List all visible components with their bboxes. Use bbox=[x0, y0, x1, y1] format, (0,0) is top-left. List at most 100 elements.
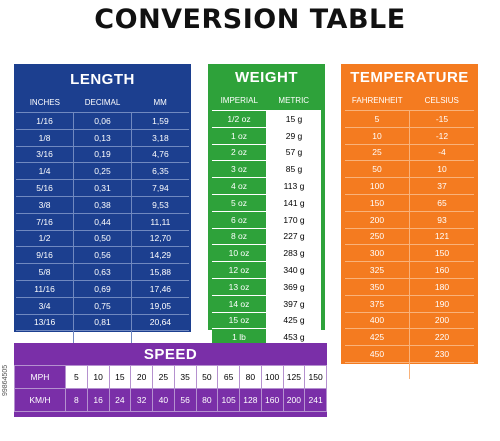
temperature-row: 100 37 bbox=[345, 177, 474, 195]
speed-table: MPH 5 10 15 20 25 35 50 65 80 100 125 150 KM/H 8 16 2… bbox=[14, 365, 327, 412]
length-cell: 1/8 bbox=[16, 128, 74, 147]
speed-mph-cell: 65 bbox=[217, 365, 240, 389]
weight-cell: 12 oz bbox=[212, 261, 267, 279]
length-row: 1/16 0,06 1,59 bbox=[16, 112, 189, 130]
weight-cell: 13 oz bbox=[212, 277, 267, 296]
temperature-row: 425 220 bbox=[345, 328, 474, 346]
length-cell: 0,19 bbox=[73, 145, 132, 163]
weight-cell: 340 g bbox=[266, 261, 321, 279]
speed-mph-cell: 20 bbox=[130, 365, 153, 389]
temperature-cell: 300 bbox=[345, 244, 410, 262]
weight-row: 12 oz 340 g bbox=[212, 261, 321, 279]
length-row: 3/4 0,75 19,05 bbox=[16, 296, 189, 315]
length-cell: 13/16 bbox=[16, 313, 74, 331]
length-cell: 15,88 bbox=[130, 263, 189, 281]
length-cell: 19,05 bbox=[130, 296, 189, 315]
speed-kmh-cell: 200 bbox=[282, 388, 306, 412]
weight-row: 4 oz 113 g bbox=[212, 177, 321, 195]
length-cell: 1/16 bbox=[16, 112, 74, 130]
temperature-cell: 425 bbox=[345, 328, 410, 346]
length-row: 5/16 0,31 7,94 bbox=[16, 179, 189, 197]
temperature-cell: 93 bbox=[409, 210, 474, 229]
length-cell: 14,29 bbox=[130, 246, 189, 264]
length-header-mm: MM bbox=[153, 97, 167, 107]
temperature-panel: TEMPERATURE FAHRENHEIT CELSIUS 5 -15 10 -12… bbox=[341, 64, 478, 409]
length-panel: LENGTH INCHES DECIMAL MM 1/16 0,06 1,59 1/8… bbox=[14, 64, 191, 381]
length-cell: 0,06 bbox=[73, 112, 132, 130]
weight-row: 2 oz 57 g bbox=[212, 143, 321, 161]
temperature-row: 300 150 bbox=[345, 244, 474, 262]
length-cell: 4,76 bbox=[130, 145, 189, 163]
length-table-body: 1/16 0,06 1,59 1/8 0,13 3,18 3/16 0,19 4,76 1/4 0,… bbox=[16, 112, 189, 381]
weight-cell: 1 oz bbox=[212, 126, 267, 145]
temperature-cell: 200 bbox=[345, 210, 410, 229]
weight-cell: 227 g bbox=[266, 227, 321, 245]
speed-kmh-cell: 80 bbox=[195, 388, 219, 412]
length-cell: 20,64 bbox=[130, 313, 189, 331]
speed-panel: SPEED MPH 5 10 15 20 25 35 50 65 80 100 125 150 KM/… bbox=[14, 343, 327, 417]
temperature-row: 25 -4 bbox=[345, 143, 474, 161]
speed-mph-cell: 100 bbox=[260, 365, 284, 389]
weight-cell: 3 oz bbox=[212, 160, 267, 178]
length-row: 13/16 0,81 20,64 bbox=[16, 313, 189, 331]
temperature-cell: 25 bbox=[345, 143, 410, 161]
temperature-cell: 37 bbox=[409, 177, 474, 195]
length-cell: 0,81 bbox=[73, 313, 132, 331]
speed-mph-cell: 80 bbox=[239, 365, 262, 389]
length-cell: 3/4 bbox=[16, 296, 74, 315]
temperature-cell: 10 bbox=[409, 160, 474, 178]
temperature-cell: 230 bbox=[409, 345, 474, 363]
temperature-cell: 325 bbox=[345, 261, 410, 279]
temperature-cell: 150 bbox=[409, 244, 474, 262]
temperature-header-celsius: CELSIUS bbox=[424, 95, 459, 105]
temperature-cell: -12 bbox=[409, 126, 474, 145]
weight-cell: 10 oz bbox=[212, 244, 267, 262]
temperature-row: 450 230 bbox=[345, 345, 474, 363]
page-title: CONVERSION TABLE bbox=[94, 4, 406, 35]
temperature-cell: 350 bbox=[345, 277, 410, 296]
length-header-inches: INCHES bbox=[29, 97, 60, 107]
length-cell: 0,75 bbox=[73, 296, 132, 315]
length-cell: 0,13 bbox=[73, 128, 132, 147]
length-cell: 0,31 bbox=[73, 179, 132, 197]
speed-kmh-cell: 32 bbox=[130, 388, 153, 412]
length-cell: 3/8 bbox=[16, 195, 74, 214]
length-cell: 9,53 bbox=[130, 195, 189, 214]
length-cell: 5/16 bbox=[16, 179, 74, 197]
temperature-cell: 375 bbox=[345, 294, 410, 313]
temperature-row: 350 180 bbox=[345, 277, 474, 296]
weight-cell: 14 oz bbox=[212, 294, 267, 313]
length-cell: 0,25 bbox=[73, 162, 132, 180]
speed-mph-cell: 50 bbox=[195, 365, 219, 389]
speed-kmh-cell: 160 bbox=[260, 388, 284, 412]
temperature-row: 325 160 bbox=[345, 261, 474, 279]
temperature-cell: 190 bbox=[409, 294, 474, 313]
weight-cell: 113 g bbox=[266, 177, 321, 195]
weight-header-imperial: IMPERIAL bbox=[212, 90, 267, 111]
speed-mph-cell: 25 bbox=[152, 365, 175, 389]
speed-title: SPEED bbox=[143, 346, 198, 363]
temperature-cell: 121 bbox=[409, 227, 474, 245]
length-row: 3/16 0,19 4,76 bbox=[16, 145, 189, 163]
temperature-cell: 250 bbox=[345, 227, 410, 245]
weight-cell: 5 oz bbox=[212, 193, 267, 212]
weight-title: WEIGHT bbox=[208, 64, 325, 90]
weight-row: 14 oz 397 g bbox=[212, 294, 321, 313]
temperature-cell: -15 bbox=[409, 110, 474, 128]
temperature-header-fahrenheit: FAHRENHEIT bbox=[351, 95, 403, 105]
weight-cell: 425 g bbox=[266, 311, 321, 329]
length-row: 1/8 0,13 3,18 bbox=[16, 128, 189, 147]
weight-row: 6 oz 170 g bbox=[212, 210, 321, 229]
length-cell: 0,50 bbox=[73, 229, 132, 247]
length-row: 7/16 0,44 11,11 bbox=[16, 212, 189, 231]
temperature-cell: 200 bbox=[409, 311, 474, 329]
length-cell: 0,63 bbox=[73, 263, 132, 281]
weight-row: 5 oz 141 g bbox=[212, 193, 321, 212]
length-row: 1/2 0,50 12,70 bbox=[16, 229, 189, 247]
weight-row: 8 oz 227 g bbox=[212, 227, 321, 245]
temperature-cell: 450 bbox=[345, 345, 410, 363]
speed-kmh-cell: 128 bbox=[239, 388, 262, 412]
length-cell: 0,38 bbox=[73, 195, 132, 214]
